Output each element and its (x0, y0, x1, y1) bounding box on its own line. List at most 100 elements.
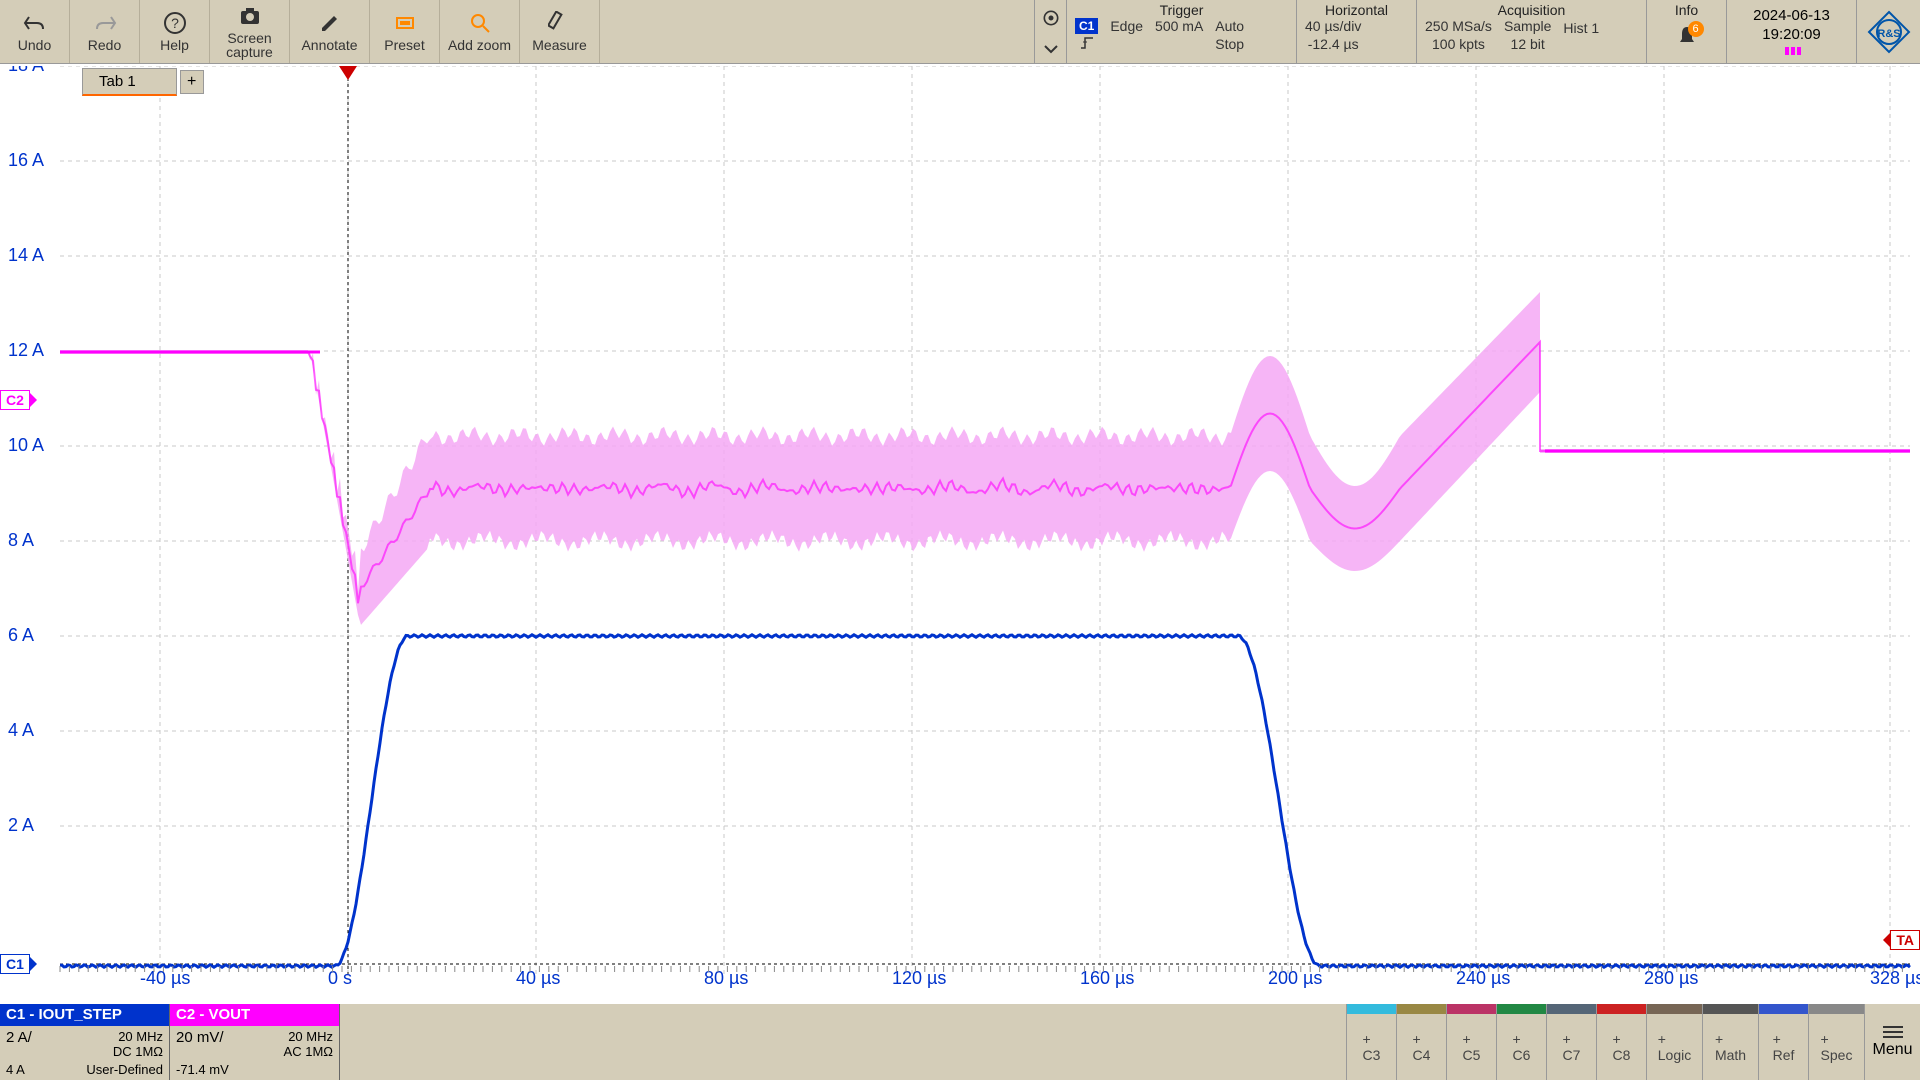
c1-header: C1 - IOUT_STEP (0, 1004, 169, 1026)
acq-rate: 250 MSa/s (1425, 18, 1492, 34)
channel-indicator-c4[interactable]: +C4 (1396, 1004, 1446, 1080)
time-section: 2024-06-13 19:20:09 (1726, 0, 1856, 63)
svg-text:8 A: 8 A (8, 530, 34, 550)
annotate-button[interactable]: Annotate (290, 0, 370, 63)
channel-indicator-math[interactable]: +Math (1702, 1004, 1758, 1080)
svg-text:-40 µs: -40 µs (140, 968, 190, 988)
info-section[interactable]: Info 6 (1646, 0, 1726, 63)
svg-text:240 µs: 240 µs (1456, 968, 1510, 988)
help-label: Help (160, 38, 189, 52)
channel-indicator-logic[interactable]: +Logic (1646, 1004, 1702, 1080)
main-toolbar: Undo Redo ? Help Screen capture Annotate… (0, 0, 1920, 64)
tab-add-button[interactable]: + (180, 70, 204, 94)
undo-icon (23, 11, 47, 35)
redo-button[interactable]: Redo (70, 0, 140, 63)
bell-icon[interactable]: 6 (1675, 24, 1699, 53)
channel-indicator-c3[interactable]: +C3 (1346, 1004, 1396, 1080)
acq-bits: 12 bit (1511, 36, 1545, 52)
channel-indicator-ref[interactable]: +Ref (1758, 1004, 1808, 1080)
gear-icon[interactable] (1041, 8, 1061, 28)
trigger-mode: Edge (1110, 18, 1143, 34)
c1-marker[interactable]: C1 (0, 954, 30, 974)
help-icon: ? (163, 11, 187, 35)
svg-text:16 A: 16 A (8, 150, 44, 170)
svg-text:120 µs: 120 µs (892, 968, 946, 988)
trigger-channel: C1 (1075, 18, 1098, 34)
preset-label: Preset (384, 38, 424, 52)
trigger-section[interactable]: Trigger C1 Edge 500 mA AutoStop (1066, 0, 1296, 63)
bottom-spacer (340, 1004, 1346, 1080)
c2-bw: 20 MHz (288, 1029, 333, 1044)
c1-offset: 4 A (6, 1062, 25, 1077)
acquisition-title: Acquisition (1425, 2, 1638, 18)
channel-indicator-c5[interactable]: +C5 (1446, 1004, 1496, 1080)
tab-1[interactable]: Tab 1 (82, 68, 177, 96)
svg-text:R&S: R&S (1877, 28, 1900, 40)
svg-text:0 s: 0 s (328, 968, 352, 988)
svg-text:200 µs: 200 µs (1268, 968, 1322, 988)
ta-marker[interactable]: TA (1890, 930, 1920, 950)
svg-text:4 A: 4 A (8, 720, 34, 740)
add-zoom-button[interactable]: Add zoom (440, 0, 520, 63)
date-text: 2024-06-13 (1753, 7, 1830, 24)
tab-label: Tab 1 (99, 73, 136, 90)
help-button[interactable]: ? Help (140, 0, 210, 63)
status-icon (1777, 45, 1807, 57)
channel-c1-box[interactable]: C1 - IOUT_STEP 2 A/20 MHzDC 1MΩ 4 AUser-… (0, 1004, 170, 1080)
acq-mode: Sample (1504, 18, 1551, 34)
preset-button[interactable]: Preset (370, 0, 440, 63)
waveform-area[interactable]: 18 A16 A14 A12 A10 A8 A6 A4 A2 A-2 A-40 … (0, 66, 1920, 1004)
svg-text:14 A: 14 A (8, 245, 44, 265)
channel-indicator-c7[interactable]: +C7 (1546, 1004, 1596, 1080)
waveform-svg: 18 A16 A14 A12 A10 A8 A6 A4 A2 A-2 A-40 … (0, 66, 1920, 1004)
pencil-icon (318, 11, 342, 35)
screen-capture-label: Screen capture (226, 31, 273, 59)
undo-button[interactable]: Undo (0, 0, 70, 63)
menu-icon (1883, 1026, 1903, 1038)
zoom-icon (468, 11, 492, 35)
time-text: 19:20:09 (1762, 26, 1820, 43)
svg-text:10 A: 10 A (8, 435, 44, 455)
measure-label: Measure (532, 38, 586, 52)
trigger-marker[interactable] (339, 66, 357, 80)
chevron-down-icon[interactable] (1043, 43, 1059, 55)
c1-scale: 2 A/ (6, 1029, 32, 1059)
rs-logo-icon: R&S (1867, 10, 1911, 54)
preset-icon (393, 11, 417, 35)
svg-text:328 µs: 328 µs (1870, 968, 1920, 988)
channel-indicator-c6[interactable]: +C6 (1496, 1004, 1546, 1080)
redo-icon (93, 11, 117, 35)
measure-button[interactable]: Measure (520, 0, 600, 63)
svg-text:?: ? (171, 15, 179, 31)
camera-icon (238, 4, 262, 28)
svg-text:160 µs: 160 µs (1080, 968, 1134, 988)
info-panel: Trigger C1 Edge 500 mA AutoStop Horizont… (1034, 0, 1920, 63)
annotate-label: Annotate (301, 38, 357, 52)
channel-c2-box[interactable]: C2 - VOUT 20 mV/20 MHzAC 1MΩ -71.4 mV (170, 1004, 340, 1080)
c1-bw: 20 MHz (118, 1029, 163, 1044)
svg-text:12 A: 12 A (8, 340, 44, 360)
menu-button[interactable]: Menu (1864, 1004, 1920, 1080)
c2-scale: 20 mV/ (176, 1029, 224, 1059)
acquisition-section[interactable]: Acquisition 250 MSa/s 100 kpts Sample 12 b… (1416, 0, 1646, 63)
svg-text:80 µs: 80 µs (704, 968, 748, 988)
trigger-state1: Auto (1215, 18, 1244, 34)
trigger-title: Trigger (1075, 2, 1288, 18)
horizontal-section[interactable]: Horizontal 40 µs/div-12.4 µs (1296, 0, 1416, 63)
undo-label: Undo (18, 38, 51, 52)
acq-pts: 100 kpts (1432, 36, 1485, 52)
menu-label: Menu (1872, 1041, 1912, 1059)
channel-indicator-spec[interactable]: +Spec (1808, 1004, 1864, 1080)
c2-header: C2 - VOUT (170, 1004, 339, 1026)
c2-coupling: AC 1MΩ (284, 1044, 333, 1059)
channel-indicator-c8[interactable]: +C8 (1596, 1004, 1646, 1080)
horizontal-title: Horizontal (1305, 2, 1408, 18)
bottom-bar: C1 - IOUT_STEP 2 A/20 MHzDC 1MΩ 4 AUser-… (0, 1004, 1920, 1080)
horizontal-scale: 40 µs/div (1305, 18, 1361, 34)
screen-capture-button[interactable]: Screen capture (210, 0, 290, 63)
acq-hist: Hist 1 (1563, 20, 1599, 36)
c2-marker[interactable]: C2 (0, 390, 30, 410)
svg-text:2 A: 2 A (8, 815, 34, 835)
svg-text:280 µs: 280 µs (1644, 968, 1698, 988)
tab-bar: Tab 1 + (0, 68, 204, 96)
